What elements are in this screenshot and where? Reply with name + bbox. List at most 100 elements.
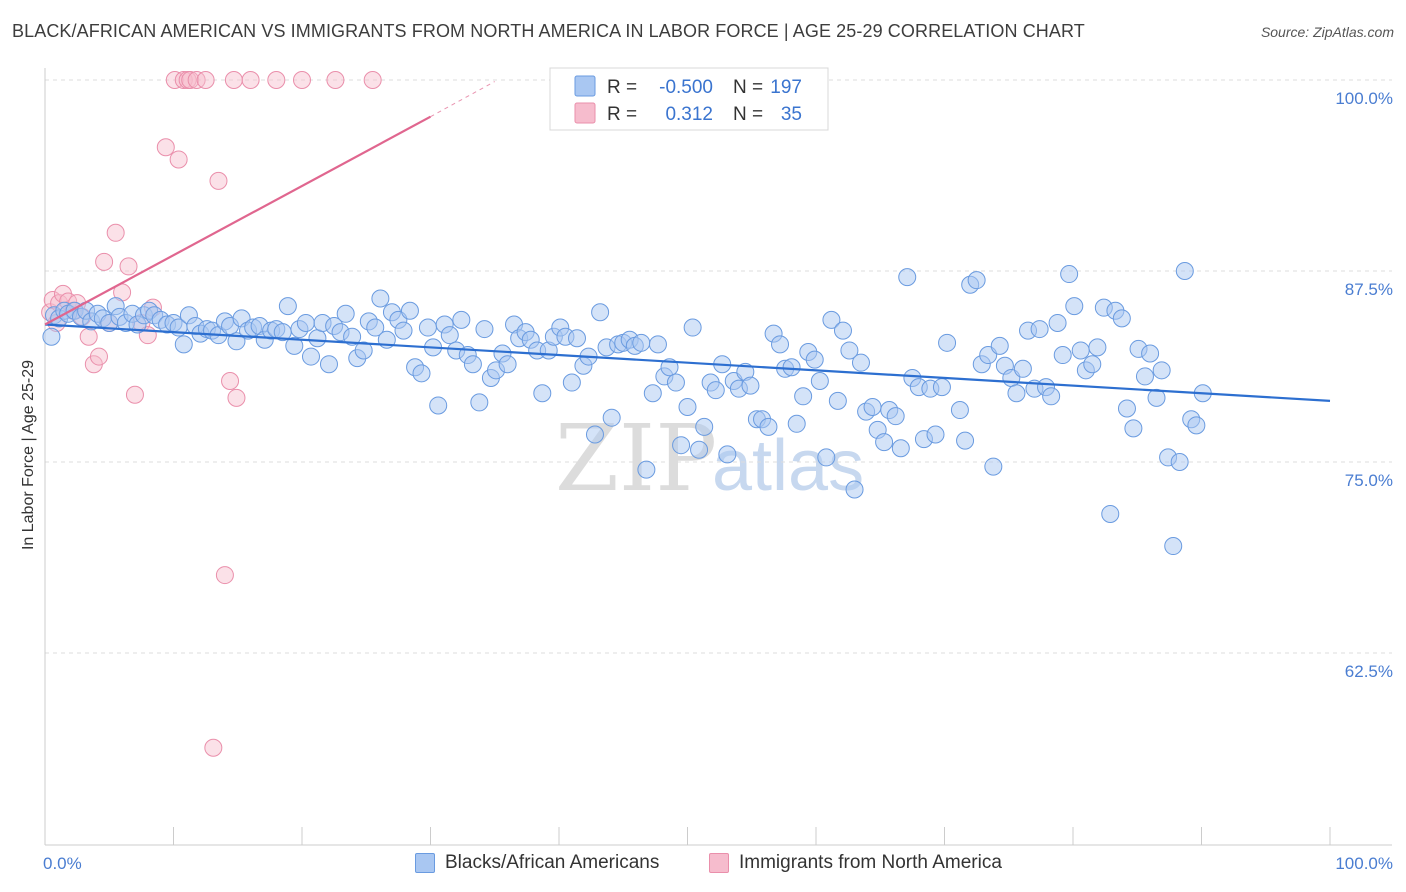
point-blacks-176	[1060, 265, 1079, 284]
point-immigrants-21	[156, 138, 175, 157]
point-blacks-154	[926, 425, 945, 444]
legend-swatch-pink	[574, 102, 596, 124]
point-immigrants-35	[241, 71, 260, 89]
point-blacks-65	[412, 364, 431, 383]
point-immigrants-37	[293, 71, 311, 89]
point-blacks-62	[394, 321, 413, 340]
point-blacks-131	[794, 387, 813, 406]
point-blacks-177	[1065, 297, 1084, 316]
point-blacks-113	[690, 440, 709, 459]
point-blacks-68	[429, 396, 448, 415]
point-immigrants-28	[196, 71, 215, 89]
point-blacks-45	[296, 313, 315, 332]
point-blacks-192	[1152, 361, 1171, 380]
axes	[44, 68, 1392, 846]
point-blacks-140	[845, 480, 864, 499]
point-blacks-138	[833, 321, 852, 340]
point-blacks-178	[1071, 341, 1090, 360]
point-blacks-46	[301, 347, 320, 366]
tick-labels: 62.5% 75.0% 87.5% 100.0% 0.0% 100.0%	[43, 89, 1393, 873]
point-blacks-134	[810, 372, 829, 391]
point-blacks-118	[718, 445, 737, 464]
point-blacks-76	[475, 320, 494, 339]
point-blacks-42	[278, 297, 297, 316]
point-blacks-148	[891, 439, 910, 458]
point-blacks-163	[984, 457, 1003, 476]
point-blacks-98	[602, 408, 621, 427]
point-blacks-133	[805, 350, 824, 369]
point-blacks-160	[967, 271, 986, 290]
point-blacks-168	[1013, 359, 1032, 378]
bottom-legend-swatch-pink	[709, 853, 729, 873]
point-blacks-171	[1030, 320, 1049, 339]
point-blacks-173	[1042, 387, 1061, 406]
point-blacks-86	[533, 384, 552, 403]
point-blacks-53	[343, 327, 362, 346]
point-blacks-139	[840, 341, 859, 360]
point-blacks-195	[1170, 453, 1189, 471]
point-blacks-198	[1187, 416, 1206, 435]
x-tick-label-end: 100.0%	[1335, 854, 1393, 873]
watermark: ZIP atlas	[555, 405, 864, 512]
point-blacks-156	[938, 333, 957, 352]
point-blacks-58	[371, 289, 390, 308]
point-blacks-91	[562, 373, 581, 392]
bottom-legend-label-blacks: Blacks/African Americans	[445, 852, 660, 873]
point-immigrants-34	[204, 738, 223, 757]
point-blacks-155	[932, 378, 951, 397]
legend-swatch-blue	[574, 75, 596, 97]
legend-r-label-1: R =	[607, 77, 637, 98]
point-blacks-145	[875, 433, 894, 452]
point-blacks-74	[463, 355, 482, 374]
y-tick-label-2: 87.5%	[1345, 280, 1393, 299]
point-immigrants-11	[89, 347, 108, 366]
point-blacks-122	[741, 376, 760, 395]
point-blacks-174	[1048, 313, 1067, 332]
legend-n-label-1: N =	[733, 77, 763, 98]
series-immigrants-points	[41, 71, 382, 757]
point-blacks-92	[567, 329, 586, 348]
point-immigrants-14	[106, 223, 125, 242]
trend-line-immigrants	[44, 115, 432, 326]
point-blacks-175	[1053, 346, 1072, 365]
point-blacks-43	[285, 336, 304, 355]
point-blacks-180	[1083, 355, 1102, 374]
point-blacks-186	[1117, 399, 1136, 418]
point-blacks-129	[782, 358, 801, 377]
point-blacks-55	[354, 341, 373, 360]
point-blacks-127	[771, 335, 790, 354]
point-immigrants-24	[174, 71, 193, 89]
point-blacks-196	[1175, 262, 1194, 280]
point-blacks-52	[336, 304, 355, 323]
point-immigrants-30	[215, 566, 234, 585]
point-blacks-183	[1101, 504, 1120, 523]
point-blacks-104	[637, 460, 656, 479]
point-blacks-143	[863, 397, 882, 416]
point-immigrants-23	[169, 150, 188, 169]
point-immigrants-33	[224, 71, 243, 89]
y-tick-label-0: 62.5%	[1345, 662, 1393, 681]
point-immigrants-38	[326, 71, 345, 89]
point-blacks-66	[418, 318, 437, 337]
point-immigrants-31	[221, 372, 240, 391]
point-immigrants-17	[125, 385, 144, 404]
bottom-legend-item-blacks: Blacks/African Americans	[415, 852, 659, 874]
point-blacks-57	[366, 318, 385, 337]
y-tick-label-3: 100.0%	[1335, 89, 1393, 108]
point-blacks-158	[956, 431, 975, 450]
source-label: Source: ZipAtlas.com	[1260, 24, 1394, 40]
point-blacks-63	[400, 301, 419, 320]
watermark-atlas: atlas	[712, 426, 864, 506]
trend-line-immigrants-extension	[430, 81, 495, 118]
legend-r-label-2: R =	[607, 104, 637, 125]
point-blacks-136	[822, 310, 841, 329]
point-blacks-135	[817, 448, 836, 467]
legend-n-label-2: N =	[733, 104, 763, 125]
legend-r-value-2: 0.312	[665, 104, 713, 125]
point-blacks-189	[1135, 367, 1154, 386]
point-blacks-103	[632, 333, 651, 352]
point-blacks-164	[990, 336, 1009, 355]
legend-n-value-1: 197	[770, 77, 802, 98]
point-blacks-112	[683, 318, 702, 337]
